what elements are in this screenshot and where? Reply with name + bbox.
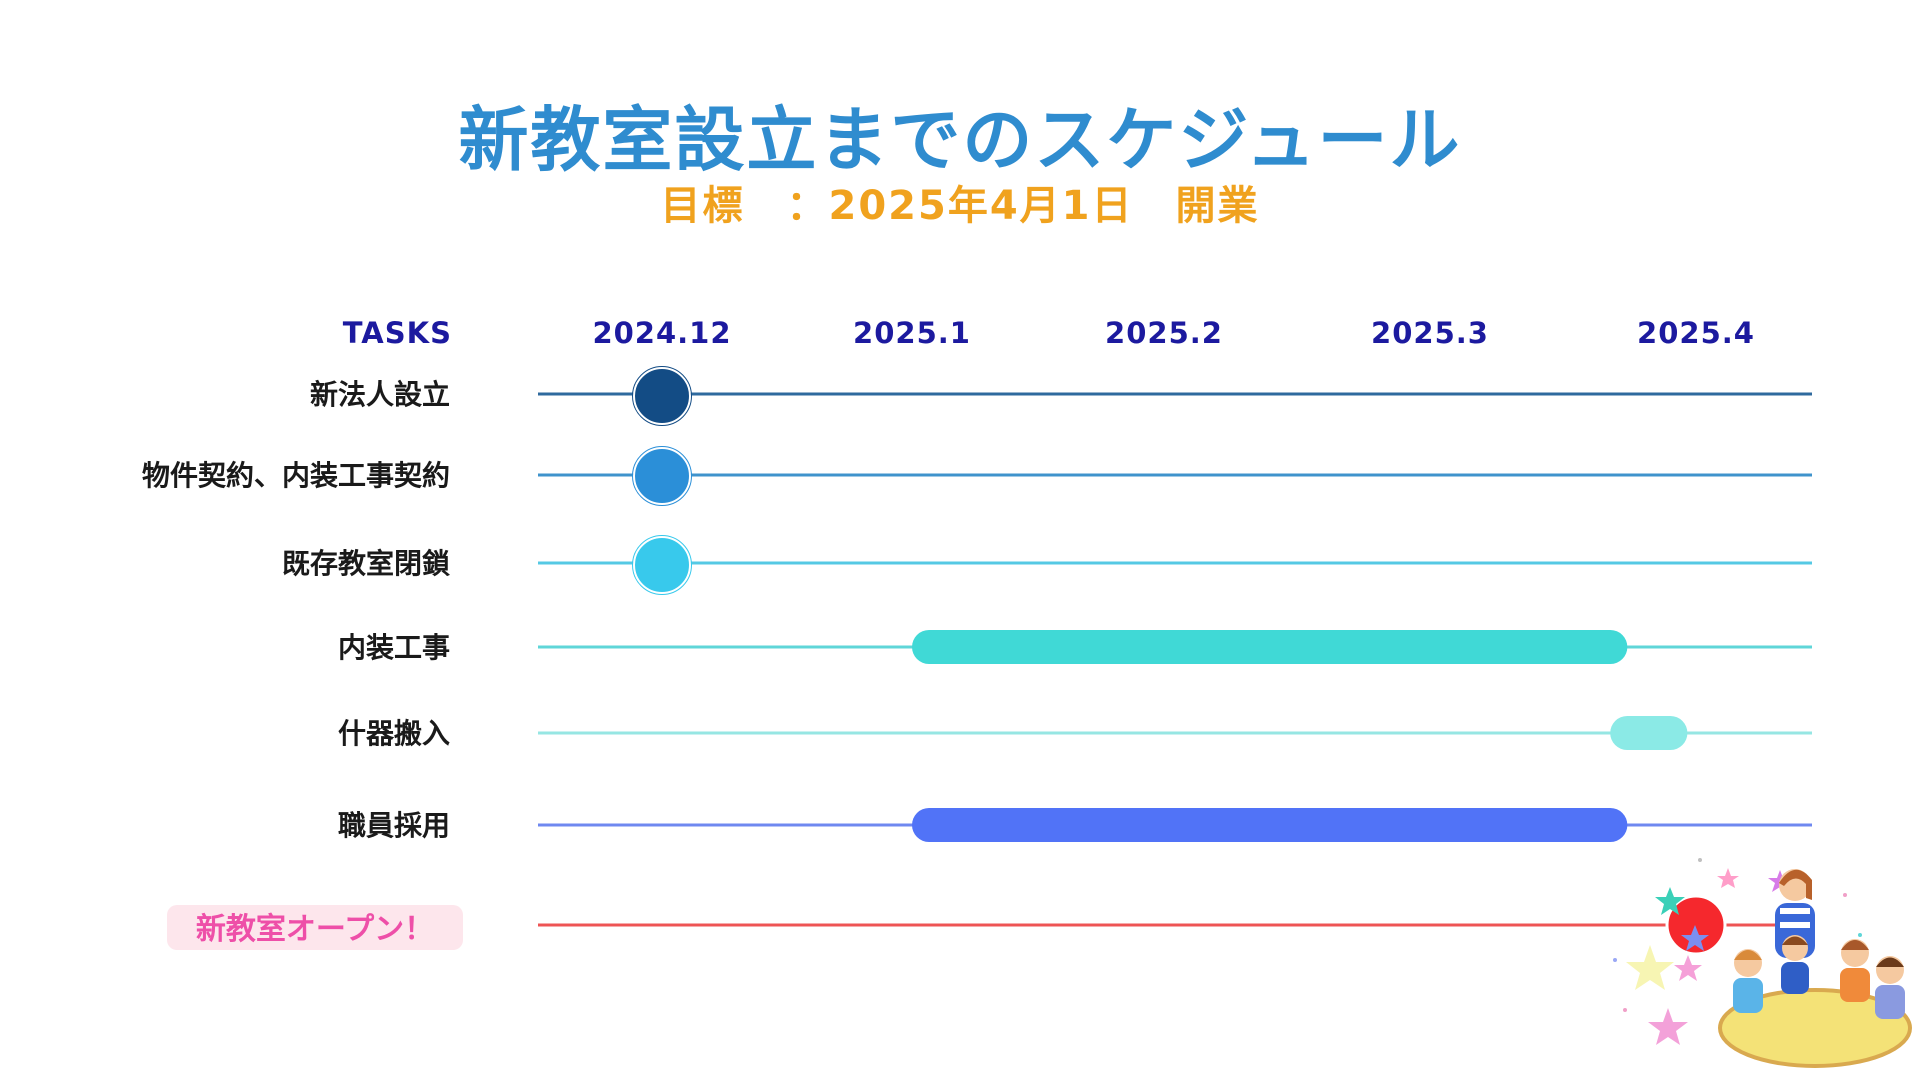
month-header: 2024.12 [592,316,731,350]
milestone-label-bg [167,905,463,950]
tasks-header: TASKS [343,316,452,350]
child-icon [1875,956,1905,1019]
month-header: 2025.2 [1105,316,1223,350]
task-label: 新法人設立 [310,378,450,411]
month-header: 2025.4 [1637,316,1755,350]
month-header: 2025.3 [1371,316,1489,350]
kids-illustration [1613,858,1912,1068]
milestone-label: 新教室オープン！ [196,912,434,947]
month-headers: 2024.12 2025.1 2025.2 2025.3 2025.4 [592,316,1755,350]
milestone-row: 新教室オープン！ [167,894,1812,956]
task-row: 職員採用 [338,808,1812,842]
milestone-point [1665,894,1727,956]
task-point [633,367,691,425]
task-row: 新法人設立 [310,366,1812,426]
task-label: 什器搬入 [338,717,450,750]
child-icon [1781,935,1809,994]
task-bar [912,808,1628,842]
task-row: 物件契約、内装工事契約 [142,446,1812,506]
task-point [633,447,691,505]
task-label: 既存教室閉鎖 [282,547,450,580]
task-row: 内装工事 [338,630,1812,664]
child-icon [1840,939,1870,1002]
task-row: 既存教室閉鎖 [282,535,1812,595]
task-label: 内装工事 [338,631,450,664]
task-label: 物件契約、内装工事契約 [142,459,450,492]
chart-subtitle: 目標 ：2025年4月1日 開業 [660,183,1260,229]
child-icon [1733,949,1763,1013]
task-bar [912,630,1628,664]
task-bar [1610,716,1688,750]
chart-title: 新教室設立までのスケジュール [458,99,1462,181]
month-header: 2025.1 [853,316,971,350]
task-point [633,536,691,594]
table-icon [1718,988,1912,1068]
task-label: 職員採用 [338,809,450,842]
task-row: 什器搬入 [338,716,1812,750]
